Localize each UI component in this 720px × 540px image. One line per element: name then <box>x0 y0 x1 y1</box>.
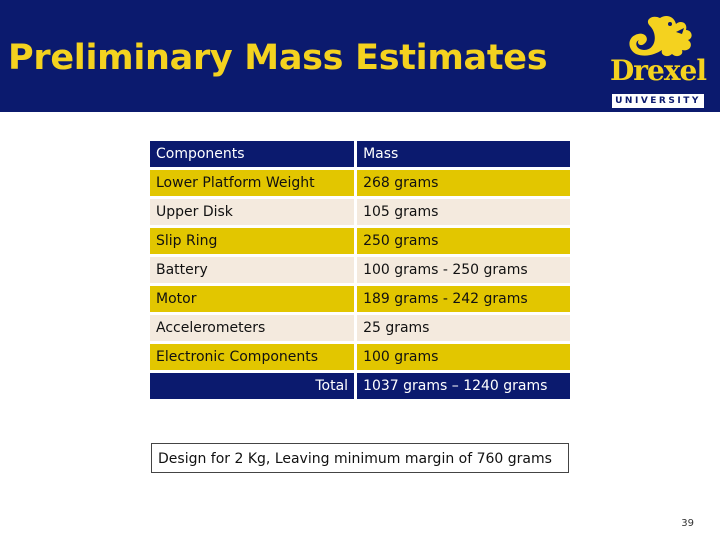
page-number: 39 <box>681 518 694 529</box>
table-row: Slip Ring 250 grams <box>150 228 570 254</box>
table-row: Motor 189 grams - 242 grams <box>150 286 570 312</box>
table-row: Battery 100 grams - 250 grams <box>150 257 570 283</box>
total-value: 1037 grams – 1240 grams <box>354 373 570 399</box>
header-mass: Mass <box>354 141 570 167</box>
component-cell: Motor <box>150 286 355 312</box>
component-cell: Slip Ring <box>150 228 355 254</box>
mass-cell: 100 grams - 250 grams <box>354 257 570 283</box>
dragon-icon <box>629 16 692 57</box>
component-cell: Electronic Components <box>150 344 355 370</box>
logo-wordmark: Drexel <box>610 54 707 87</box>
table-header-row: Components Mass <box>150 141 570 167</box>
component-cell: Battery <box>150 257 355 283</box>
mass-cell: 25 grams <box>354 315 570 341</box>
header-components: Components <box>150 141 355 167</box>
logo-university-label: UNIVERSITY <box>612 94 704 108</box>
mass-estimates-table: Components Mass Lower Platform Weight 26… <box>150 138 570 402</box>
mass-cell: 189 grams - 242 grams <box>354 286 570 312</box>
slide-header: Preliminary Mass Estimates Drexel UNIVER… <box>0 0 720 112</box>
component-cell: Accelerometers <box>150 315 355 341</box>
mass-cell: 100 grams <box>354 344 570 370</box>
mass-cell: 268 grams <box>354 170 570 196</box>
component-cell: Upper Disk <box>150 199 355 225</box>
total-label: Total <box>150 373 355 399</box>
table-row: Lower Platform Weight 268 grams <box>150 170 570 196</box>
design-margin-note: Design for 2 Kg, Leaving minimum margin … <box>151 443 569 473</box>
drexel-logo: Drexel UNIVERSITY <box>606 10 710 110</box>
table-row: Accelerometers 25 grams <box>150 315 570 341</box>
table-row: Upper Disk 105 grams <box>150 199 570 225</box>
slide-title: Preliminary Mass Estimates <box>8 38 548 78</box>
mass-cell: 105 grams <box>354 199 570 225</box>
table-total-row: Total 1037 grams – 1240 grams <box>150 373 570 399</box>
table-row: Electronic Components 100 grams <box>150 344 570 370</box>
component-cell: Lower Platform Weight <box>150 170 355 196</box>
mass-cell: 250 grams <box>354 228 570 254</box>
